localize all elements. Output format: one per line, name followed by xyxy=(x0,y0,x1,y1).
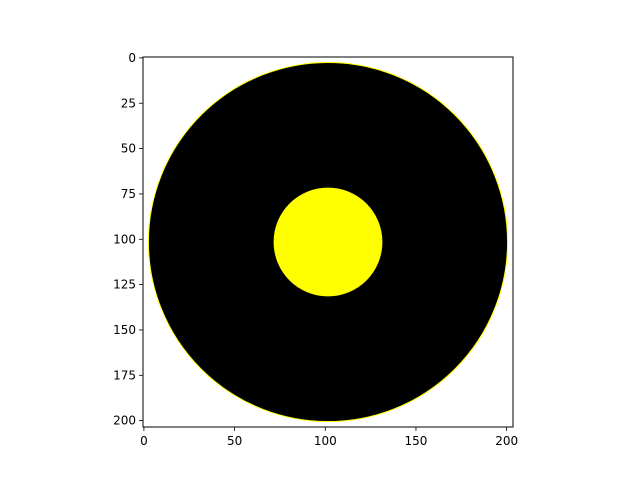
inner-yellow-disk xyxy=(273,187,383,297)
image-layer xyxy=(143,57,513,427)
x-tick-label: 200 xyxy=(495,434,518,448)
x-tick-label: 150 xyxy=(405,434,428,448)
x-tick-label: 0 xyxy=(140,434,148,448)
x-tick-label: 50 xyxy=(227,434,242,448)
y-tick-label: 200 xyxy=(113,414,136,428)
y-tick-label: 25 xyxy=(121,96,136,110)
x-axis: 0 50 100 150 200 xyxy=(140,427,518,448)
y-tick-label: 0 xyxy=(128,51,136,65)
y-tick-label: 100 xyxy=(113,232,136,246)
y-axis: 0 25 50 75 100 125 150 175 200 xyxy=(113,51,143,428)
y-tick-label: 175 xyxy=(113,368,136,382)
y-tick-label: 75 xyxy=(121,187,136,201)
y-tick-label: 50 xyxy=(121,142,136,156)
y-tick-label: 125 xyxy=(113,278,136,292)
y-tick-label: 150 xyxy=(113,323,136,337)
x-tick-label: 100 xyxy=(314,434,337,448)
axes-frame xyxy=(142,56,514,428)
